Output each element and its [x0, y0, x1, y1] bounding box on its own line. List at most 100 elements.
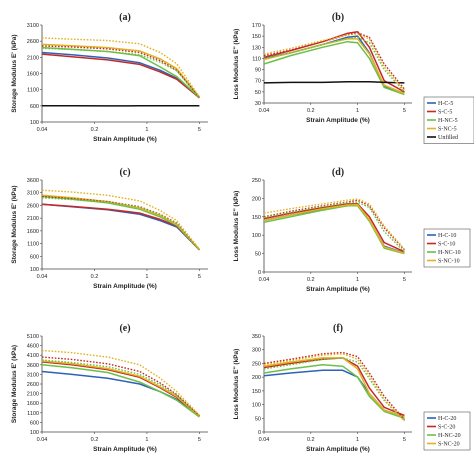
y-axis-title: Loss Modulus E'' (kPa): [233, 191, 240, 262]
series-line-h-nc-5: [41, 46, 200, 98]
series-line-dotted-6: [41, 349, 200, 416]
y-axis-title: Storage Modulus E' (kPa): [11, 345, 18, 423]
x-tick-label: 0.04: [259, 277, 270, 283]
series-line-dotted-6: [41, 189, 200, 250]
x-tick-label: 5: [198, 437, 201, 443]
x-tick-label: 0.2: [91, 274, 99, 280]
panel-label: (b): [332, 12, 344, 23]
x-tick-label: 5: [403, 108, 406, 114]
x-tick-label: 1: [356, 277, 359, 283]
series-line-h-c-20: [41, 370, 200, 418]
x-tick-label: 1: [145, 274, 148, 280]
legend: H-C-10 S-C-10 H-NC-10 S-NC-10: [423, 228, 471, 268]
panel-label: (a): [119, 12, 131, 23]
x-tick-label: 0.04: [37, 437, 48, 443]
series-line-s-nc-20: [263, 357, 405, 418]
series-line-s-nc-10: [41, 194, 200, 250]
series-line-dotted-5: [41, 45, 200, 98]
x-tick-label: 0.2: [307, 277, 315, 283]
legend-label: H-NC-10: [438, 250, 461, 256]
legend-label: H-C-10: [438, 233, 456, 239]
y-tick-label: 1600: [27, 229, 39, 235]
y-tick-label: 150: [252, 34, 261, 40]
chart-panel-5: 1006001100160021002600310036004100460051…: [11, 323, 208, 453]
chart-panel-6: 0 50 100 150 200 250 300 350 0.04 0.2 1 5 Strain Amp…: [233, 323, 471, 453]
series-line-h-nc-20: [263, 364, 405, 420]
y-tick-label: 2600: [27, 39, 39, 45]
y-tick-label: 50: [255, 416, 261, 422]
y-tick-label: 50: [255, 252, 261, 258]
y-tick-label: 300: [252, 348, 261, 354]
y-tick-label: 4100: [27, 353, 39, 359]
series-line-dotted-6: [263, 198, 405, 250]
y-axis-title: Loss Modulus E'' (kPa): [233, 349, 240, 420]
chart-panel-4: 0 50 100 150 200 250 0.04 0.2 1 5 Strain Amplitude…: [233, 167, 471, 293]
y-tick-label: 250: [252, 178, 261, 184]
series-line-h-nc-20: [41, 364, 200, 418]
y-tick-label: 100: [30, 267, 39, 273]
series-line-s-nc-20: [41, 360, 200, 417]
y-tick-label: 200: [252, 375, 261, 381]
x-axis-title: Strain Amplitude (%): [93, 283, 157, 290]
x-tick-label: 0.04: [37, 274, 48, 280]
y-tick-label: 200: [252, 196, 261, 202]
x-axis-title: Strain Amplitude (%): [306, 117, 370, 124]
y-tick-label: 600: [30, 104, 39, 110]
y-tick-label: 110: [252, 56, 261, 62]
x-tick-label: 5: [198, 274, 201, 280]
y-tick-label: 3100: [27, 372, 39, 378]
legend: H-C-20 S-C-20 H-NC-20 S-NC-20: [423, 411, 471, 451]
y-axis-title: Storage Modulus E' (kPa): [11, 185, 18, 263]
series-line-dotted-5: [263, 201, 405, 253]
x-tick-label: 1: [145, 437, 148, 443]
series-line-s-c-20: [263, 357, 405, 417]
y-tick-label: 1600: [27, 401, 39, 407]
y-axis-title: Storage Modulus E' (kPa): [11, 34, 18, 112]
legend-label: H-C-20: [438, 416, 456, 422]
y-tick-label: 4600: [27, 344, 39, 350]
legend-label: H-C-5: [438, 101, 453, 107]
y-tick-label: 100: [30, 430, 39, 436]
legend-label: S-C-10: [438, 242, 455, 248]
series-line-dotted-6: [263, 353, 405, 422]
series-line-dotted-5: [263, 357, 405, 421]
series-line-dotted-4: [41, 356, 200, 417]
x-tick-label: 1: [145, 127, 148, 133]
series-line-s-nc-5: [41, 43, 200, 98]
series-line-dotted-4: [263, 199, 405, 251]
x-tick-label: 0.2: [307, 108, 315, 114]
x-axis-title: Strain Amplitude (%): [306, 446, 370, 453]
y-tick-label: 100: [252, 403, 261, 409]
series-line-h-c-5: [41, 51, 200, 99]
legend-label: H-NC-20: [438, 433, 461, 439]
y-tick-label: 100: [30, 120, 39, 126]
y-tick-label: 100: [252, 233, 261, 239]
x-tick-label: 1: [356, 108, 359, 114]
series-line-dotted-4: [263, 351, 405, 421]
x-tick-label: 0.04: [259, 108, 270, 114]
x-tick-label: 0.04: [259, 437, 270, 443]
series-line-dotted-6: [263, 36, 405, 93]
y-tick-label: 2100: [27, 216, 39, 222]
series-line-dotted-7: [41, 37, 200, 98]
series-line-dotted-5: [41, 359, 200, 417]
series-line-s-c-5: [41, 53, 200, 99]
y-axis-title: Loss Modulus E'' (kPa): [233, 29, 240, 100]
panel-label: (c): [119, 167, 130, 178]
panel-label: (e): [119, 323, 130, 334]
y-tick-label: 90: [255, 68, 261, 74]
y-tick-label: 2100: [27, 392, 39, 398]
y-tick-label: 1100: [27, 411, 39, 417]
x-tick-label: 5: [403, 277, 406, 283]
y-tick-label: 1600: [27, 72, 39, 78]
legend-label: Unfilled: [438, 134, 458, 141]
y-tick-label: 0: [258, 270, 261, 276]
y-tick-label: 3600: [27, 363, 39, 369]
series-line-dotted-7: [263, 33, 405, 92]
y-tick-label: 600: [30, 254, 39, 260]
y-tick-label: 70: [255, 79, 261, 85]
y-tick-label: 30: [255, 101, 261, 107]
x-axis-title: Strain Amplitude (%): [306, 286, 370, 293]
series-line-s-c-10: [263, 203, 405, 253]
